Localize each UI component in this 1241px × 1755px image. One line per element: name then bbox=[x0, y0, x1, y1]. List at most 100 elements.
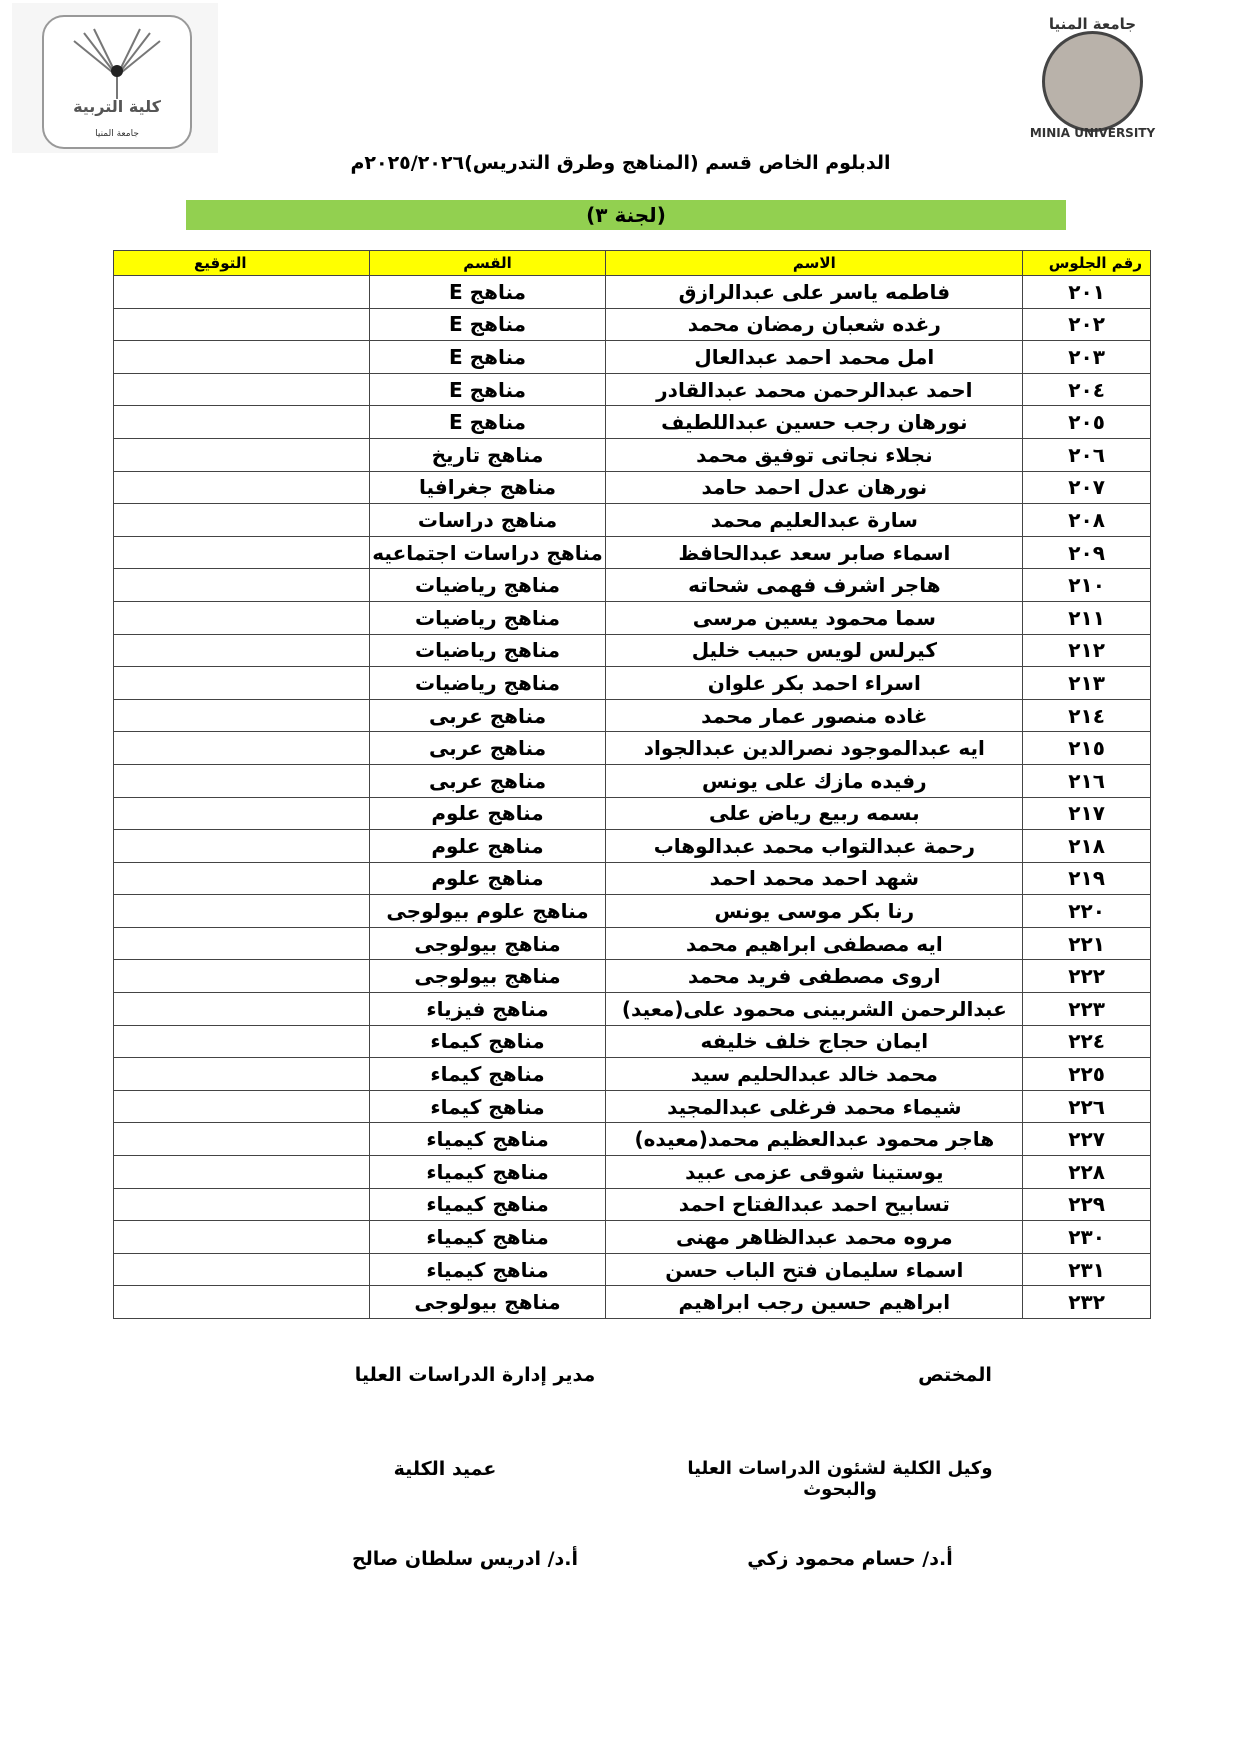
name-cell: اسماء صابر سعد عبدالحافظ bbox=[605, 535, 1024, 570]
vice-dean-line1: وكيل الكلية لشئون الدراسات العليا bbox=[687, 1458, 993, 1479]
name-cell: ايمان حجاج خلف خليفه bbox=[605, 1024, 1024, 1059]
table-row: ٢٢٦ شيماء محمد فرغلى عبدالمجيد مناهج كيماء bbox=[113, 1089, 1151, 1124]
seat-cell: ٢٢٩ bbox=[1022, 1187, 1151, 1222]
signature-cell bbox=[113, 861, 370, 896]
department-cell: مناهج بيولوجى bbox=[368, 959, 607, 994]
table-row: ٢٠٢ رغده شعبان رمضان محمد مناهج E bbox=[113, 307, 1151, 342]
name-cell: نورهان رجب حسين عبداللطيف bbox=[605, 405, 1024, 439]
seat-cell: ٢٠٧ bbox=[1022, 470, 1151, 505]
seat-cell: ٢٣٢ bbox=[1022, 1285, 1151, 1319]
name-cell: هاجر اشرف فهمى شحاته bbox=[605, 568, 1024, 602]
vice-dean-label: وكيل الكلية لشئون الدراسات العليا والبحو… bbox=[670, 1458, 1010, 1500]
department-cell: مناهج كيماء bbox=[368, 1024, 607, 1059]
department-cell: مناهج علوم بيولوجى bbox=[368, 894, 607, 928]
table-row: ٢١١ سما محمود يسين مرسى مناهج رياضيات bbox=[113, 600, 1151, 635]
table-row: ٢٠١ فاطمه ياسر على عبدالرازق مناهج E bbox=[113, 275, 1151, 309]
signature-cell bbox=[113, 1220, 370, 1254]
seat-cell: ٢١٩ bbox=[1022, 861, 1151, 896]
signature-cell bbox=[113, 307, 370, 342]
signature-cell bbox=[113, 340, 370, 374]
minia-university-logo: جامعة المنيا MINIA UNIVERSITY bbox=[1005, 15, 1180, 145]
dean-label: عميد الكلية bbox=[393, 1458, 497, 1480]
name-cell: محمد خالد عبدالحليم سيد bbox=[605, 1057, 1024, 1091]
seat-cell: ٢١٧ bbox=[1022, 796, 1151, 831]
signature-cell bbox=[113, 633, 370, 668]
department-cell: مناهج علوم bbox=[368, 796, 607, 831]
department-cell: مناهج E bbox=[368, 340, 607, 374]
name-cell: يوستينا شوقى عزمى عبيد bbox=[605, 1155, 1024, 1189]
name-cell: ابراهيم حسين رجب ابراهيم bbox=[605, 1285, 1024, 1319]
name-cell: بسمه ربيع رياض على bbox=[605, 796, 1024, 831]
column-header-signature: التوقيع bbox=[113, 250, 370, 276]
name-cell: شهد احمد محمد احمد bbox=[605, 861, 1024, 896]
vice-dean-name: أ.د/ حسام محمود زكي bbox=[747, 1548, 953, 1570]
department-cell: مناهج جغرافيا bbox=[368, 470, 607, 505]
department-cell: مناهج رياضيات bbox=[368, 666, 607, 700]
department-cell: مناهج E bbox=[368, 275, 607, 309]
column-header-department: القسم bbox=[368, 250, 607, 276]
name-cell: ايه عبدالموجود نصرالدين عبدالجواد bbox=[605, 731, 1024, 765]
name-cell: نورهان عدل احمد حامد bbox=[605, 470, 1024, 505]
logo-english-text: MINIA UNIVERSITY bbox=[1029, 126, 1156, 140]
seat-cell: ٢١٠ bbox=[1022, 568, 1151, 602]
table-row: ٢٢٩ تسابيح احمد عبدالفتاح احمد مناهج كيميا… bbox=[113, 1187, 1151, 1222]
department-cell: مناهج كيمياء bbox=[368, 1220, 607, 1254]
signature-cell bbox=[113, 894, 370, 928]
faculty-of-education-logo: كلية التربية جامعة المنيا bbox=[12, 3, 218, 153]
department-cell: مناهج E bbox=[368, 405, 607, 439]
table-row: ٢٢٣ عبدالرحمن الشربينى محمود على(معيد) منا… bbox=[113, 992, 1151, 1026]
table-row: ٢٢٧ هاجر محمود عبدالعظيم محمد(معيده) مناهج… bbox=[113, 1122, 1151, 1157]
signature-cell bbox=[113, 437, 370, 472]
column-header-seat: رقم الجلوس bbox=[1022, 250, 1151, 276]
department-cell: مناهج كيماء bbox=[368, 1089, 607, 1124]
department-cell: مناهج بيولوجى bbox=[368, 926, 607, 961]
seat-cell: ٢١١ bbox=[1022, 600, 1151, 635]
seat-cell: ٢٠٤ bbox=[1022, 372, 1151, 407]
signature-cell bbox=[113, 535, 370, 570]
table-row: ٢٠٦ نجلاء نجاتى توفيق محمد مناهج تاريخ bbox=[113, 437, 1151, 472]
seat-cell: ٢٢٥ bbox=[1022, 1057, 1151, 1091]
seat-cell: ٢٢٤ bbox=[1022, 1024, 1151, 1059]
name-cell: رفيده مازك على يونس bbox=[605, 763, 1024, 798]
logo-text: كلية التربية bbox=[73, 97, 161, 116]
seat-cell: ٢٠٩ bbox=[1022, 535, 1151, 570]
signature-cell bbox=[113, 275, 370, 309]
department-cell: مناهج عربى bbox=[368, 698, 607, 733]
table-row: ٢١٣ اسراء احمد بكر علوان مناهج رياضيات bbox=[113, 666, 1151, 700]
name-cell: عبدالرحمن الشربينى محمود على(معيد) bbox=[605, 992, 1024, 1026]
seat-cell: ٢١٥ bbox=[1022, 731, 1151, 765]
name-cell: سارة عبدالعليم محمد bbox=[605, 503, 1024, 537]
seat-cell: ٢١٨ bbox=[1022, 829, 1151, 863]
dean-name: أ.د/ ادريس سلطان صالح bbox=[351, 1548, 579, 1570]
name-cell: احمد عبدالرحمن محمد عبدالقادر bbox=[605, 372, 1024, 407]
department-cell: مناهج كيمياء bbox=[368, 1155, 607, 1189]
table-row: ٢٣٢ ابراهيم حسين رجب ابراهيم مناهج بيولوجى bbox=[113, 1285, 1151, 1319]
name-cell: رحمة عبدالتواب محمد عبدالوهاب bbox=[605, 829, 1024, 863]
table-row: ٢٠٣ امل محمد احمد عبدالعال مناهج E bbox=[113, 340, 1151, 374]
seat-cell: ٢٣٠ bbox=[1022, 1220, 1151, 1254]
table-row: ٢٢٨ يوستينا شوقى عزمى عبيد مناهج كيمياء bbox=[113, 1155, 1151, 1189]
signature-cell bbox=[113, 1187, 370, 1222]
signature-cell bbox=[113, 1089, 370, 1124]
signature-cell bbox=[113, 763, 370, 798]
name-cell: ايه مصطفى ابراهيم محمد bbox=[605, 926, 1024, 961]
seat-cell: ٢١٣ bbox=[1022, 666, 1151, 700]
department-cell: مناهج عربى bbox=[368, 763, 607, 798]
signature-cell bbox=[113, 992, 370, 1026]
book-person-icon bbox=[73, 28, 161, 99]
table-row: ٢٣١ اسماء سليمان فتح الباب حسن مناهج كيميا… bbox=[113, 1252, 1151, 1287]
department-cell: مناهج فيزياء bbox=[368, 992, 607, 1026]
table-row: ٢١٧ بسمه ربيع رياض على مناهج علوم bbox=[113, 796, 1151, 831]
signature-cell bbox=[113, 796, 370, 831]
department-cell: مناهج دراسات bbox=[368, 503, 607, 537]
document-title: الدبلوم الخاص قسم (المناهج وطرق التدريس)… bbox=[350, 152, 891, 174]
department-cell: مناهج دراسات اجتماعيه bbox=[368, 535, 607, 570]
students-table: رقم الجلوس الاسم القسم التوقيع ٢٠١ فاطمه … bbox=[113, 250, 1151, 1319]
department-cell: مناهج عربى bbox=[368, 731, 607, 765]
name-cell: شيماء محمد فرغلى عبدالمجيد bbox=[605, 1089, 1024, 1124]
signature-cell bbox=[113, 926, 370, 961]
name-cell: سما محمود يسين مرسى bbox=[605, 600, 1024, 635]
nefertiti-emblem-icon bbox=[1042, 31, 1143, 132]
logo-subtext: جامعة المنيا bbox=[95, 129, 139, 139]
seat-cell: ٢١٦ bbox=[1022, 763, 1151, 798]
